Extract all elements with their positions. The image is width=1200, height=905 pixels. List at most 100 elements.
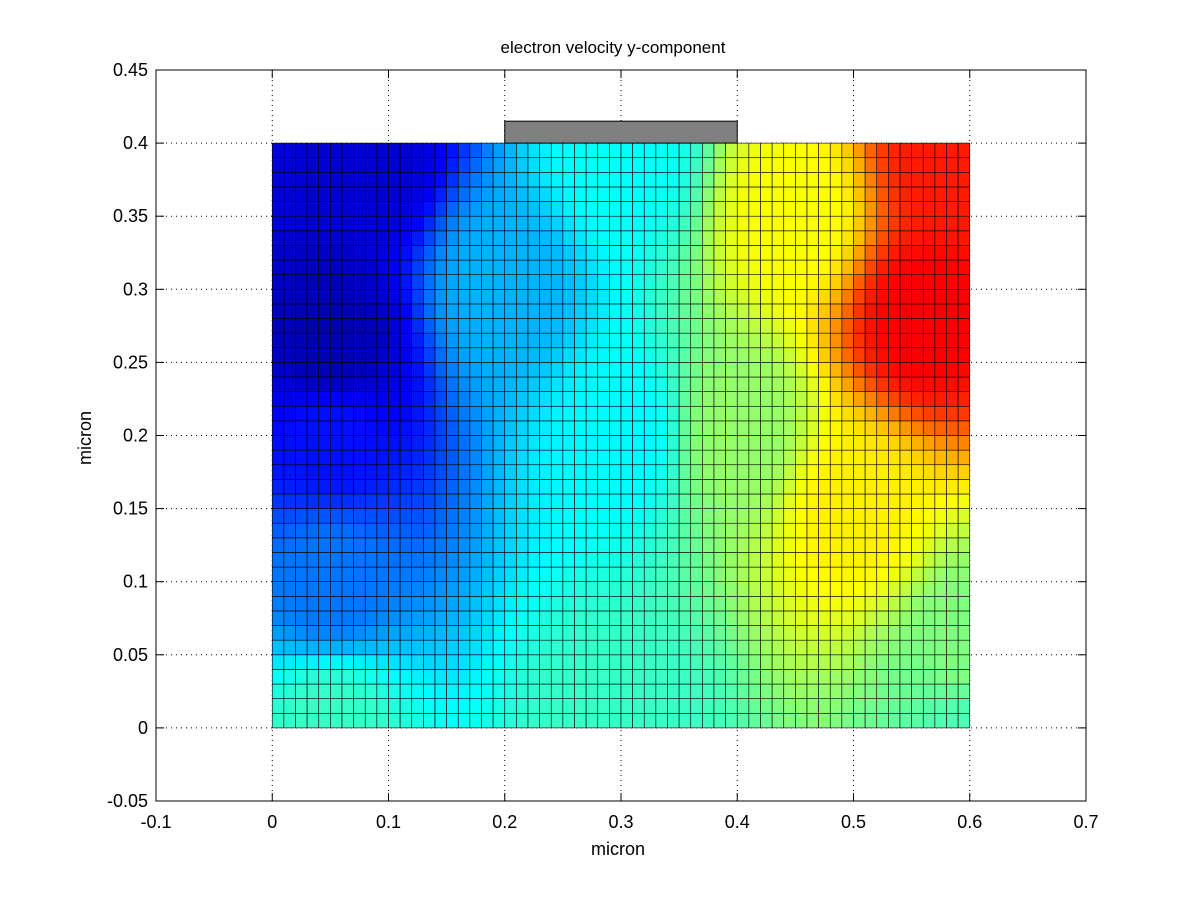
mesh-cell bbox=[481, 610, 494, 626]
mesh-cell bbox=[399, 449, 413, 466]
mesh-cell bbox=[911, 347, 924, 363]
mesh-cell bbox=[934, 552, 947, 568]
mesh-cell bbox=[667, 625, 680, 641]
mesh-cell bbox=[295, 288, 308, 305]
mesh-cell bbox=[504, 566, 517, 583]
mesh-cell bbox=[446, 420, 459, 436]
mesh-cell bbox=[539, 347, 552, 363]
mesh-cell bbox=[434, 245, 447, 261]
mesh-cell bbox=[864, 610, 878, 626]
mesh-cell bbox=[318, 712, 331, 729]
mesh-cell bbox=[818, 698, 831, 714]
mesh-cell bbox=[318, 215, 331, 232]
mesh-cell bbox=[341, 683, 354, 699]
mesh-cell bbox=[748, 201, 761, 217]
mesh-cell bbox=[911, 318, 924, 334]
mesh-cell bbox=[760, 552, 773, 568]
mesh-cell bbox=[806, 493, 819, 509]
mesh-cell bbox=[702, 508, 715, 524]
mesh-cell bbox=[760, 376, 773, 392]
mesh-cell bbox=[667, 683, 680, 699]
mesh-cell bbox=[888, 566, 901, 583]
mesh-cell bbox=[888, 172, 901, 188]
mesh-cell bbox=[283, 245, 296, 261]
mesh-cell bbox=[818, 479, 831, 495]
mesh-cell bbox=[853, 274, 866, 290]
mesh-cell bbox=[922, 186, 936, 202]
mesh-cell bbox=[504, 201, 517, 217]
mesh-cell bbox=[434, 420, 447, 436]
mesh-cell bbox=[934, 157, 947, 173]
mesh-cell bbox=[457, 288, 471, 305]
mesh-cell bbox=[481, 259, 494, 275]
mesh-cell bbox=[388, 186, 401, 202]
mesh-cell bbox=[829, 318, 843, 334]
x-tick-label: 0.7 bbox=[1073, 812, 1098, 832]
mesh-cell bbox=[516, 172, 529, 188]
mesh-cell bbox=[481, 347, 494, 363]
mesh-cell bbox=[911, 639, 924, 656]
mesh-cell bbox=[330, 245, 343, 261]
mesh-cell bbox=[527, 405, 540, 422]
mesh-cell bbox=[318, 332, 331, 349]
mesh-cell bbox=[388, 172, 401, 188]
mesh-cell bbox=[597, 405, 610, 422]
mesh-cell bbox=[516, 449, 529, 466]
mesh-cell bbox=[330, 230, 343, 246]
mesh-cell bbox=[492, 376, 506, 392]
mesh-cell bbox=[736, 201, 750, 217]
mesh-cell bbox=[934, 508, 947, 524]
mesh-cell bbox=[713, 420, 726, 436]
mesh-cell bbox=[550, 566, 564, 583]
mesh-cell bbox=[783, 376, 796, 392]
mesh-cell bbox=[423, 449, 436, 466]
mesh-cell bbox=[388, 566, 401, 583]
mesh-cell bbox=[899, 596, 912, 612]
mesh-cell bbox=[504, 420, 517, 436]
mesh-cell bbox=[922, 552, 936, 568]
mesh-cell bbox=[376, 464, 389, 480]
mesh-cell bbox=[771, 405, 785, 422]
mesh-cell bbox=[690, 566, 703, 583]
mesh-cell bbox=[295, 522, 308, 539]
mesh-cell bbox=[806, 596, 819, 612]
y-tick-label: -0.05 bbox=[107, 791, 148, 811]
mesh-cell bbox=[829, 420, 843, 436]
mesh-cell bbox=[388, 391, 401, 407]
mesh-cell bbox=[318, 449, 331, 466]
mesh-cell bbox=[783, 464, 796, 480]
mesh-cell bbox=[527, 288, 540, 305]
mesh-cell bbox=[713, 347, 726, 363]
mesh-cell bbox=[795, 347, 808, 363]
mesh-cell bbox=[922, 259, 936, 275]
mesh-cell bbox=[562, 347, 575, 363]
mesh-cell bbox=[364, 610, 378, 626]
mesh-cell bbox=[667, 405, 680, 422]
mesh-cell bbox=[364, 201, 378, 217]
mesh-cell bbox=[632, 332, 645, 349]
mesh-cell bbox=[562, 230, 575, 246]
mesh-cell bbox=[736, 332, 750, 349]
mesh-cell bbox=[667, 259, 680, 275]
mesh-cell bbox=[899, 552, 912, 568]
mesh-cell bbox=[318, 596, 331, 612]
mesh-cell bbox=[492, 332, 506, 349]
mesh-cell bbox=[655, 405, 668, 422]
mesh-cell bbox=[295, 172, 308, 188]
mesh-cell bbox=[318, 493, 331, 509]
mesh-cell bbox=[411, 230, 424, 246]
mesh-cell bbox=[911, 215, 924, 232]
mesh-cell bbox=[597, 683, 610, 699]
mesh-cell bbox=[725, 172, 738, 188]
mesh-cell bbox=[643, 215, 657, 232]
mesh-cell bbox=[562, 654, 575, 670]
mesh-cell bbox=[899, 464, 912, 480]
mesh-cell bbox=[620, 376, 633, 392]
mesh-cell bbox=[376, 332, 389, 349]
mesh-cell bbox=[829, 201, 843, 217]
mesh-cell bbox=[609, 391, 622, 407]
mesh-cell bbox=[306, 712, 320, 729]
mesh-cell bbox=[771, 508, 785, 524]
mesh-cell bbox=[922, 654, 936, 670]
mesh-cell bbox=[597, 610, 610, 626]
